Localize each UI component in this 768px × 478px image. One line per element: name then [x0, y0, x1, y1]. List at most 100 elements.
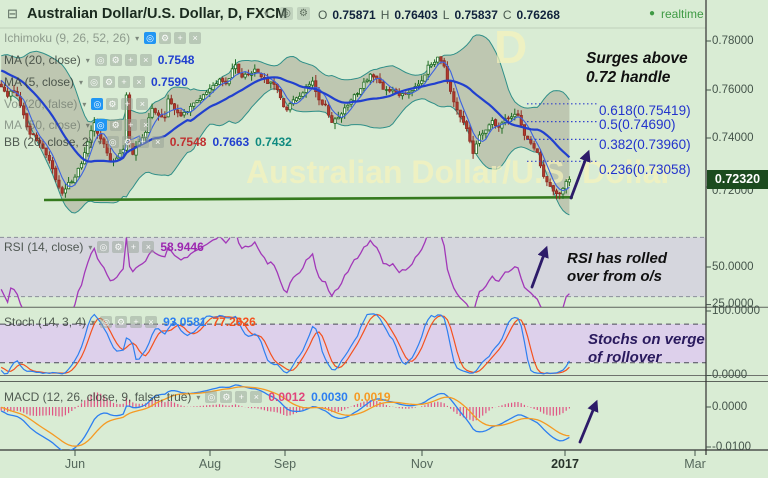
close-icon[interactable]: × [189, 32, 202, 44]
gear-icon[interactable]: ⚙ [103, 76, 116, 88]
indicator-value: 0.7590 [151, 75, 188, 89]
ohlc-readout: O 0.75871 H 0.76403 L 0.75837 C 0.76268 [318, 8, 560, 22]
symbol-title[interactable]: Australian Dollar/U.S. Dollar, D, FXCM [27, 6, 288, 22]
indicator-row-ma20[interactable]: MA (20, close) ▾ ◎ ⚙ + × 0.7548 [4, 53, 194, 67]
chevron-down-icon[interactable]: ▾ [82, 99, 87, 109]
annotation-line: Stochs on verge [588, 331, 705, 348]
indicator-label[interactable]: RSI (14, close) [4, 240, 84, 254]
indicator-row-volume[interactable]: Vol (20, false) ▾ ◎ ⚙ + × [4, 97, 149, 111]
eye-icon[interactable]: ◎ [97, 241, 110, 253]
price-tick-label: 0.74000 [712, 132, 754, 144]
gear-icon[interactable]: ⚙ [112, 241, 125, 253]
add-icon[interactable]: + [121, 98, 134, 110]
indicator-label[interactable]: MA (20, close) [4, 53, 81, 67]
chevron-down-icon[interactable]: ▾ [79, 77, 84, 87]
chevron-down-icon[interactable]: ▾ [85, 120, 90, 130]
gear-icon[interactable]: ⚙ [297, 7, 310, 20]
annotation-line: RSI has rolled [567, 250, 668, 267]
close-icon[interactable]: × [250, 391, 263, 403]
close-icon[interactable]: × [139, 119, 152, 131]
stoch-k-value: 93.0581 [163, 315, 207, 329]
chevron-down-icon[interactable]: ▾ [135, 33, 140, 43]
up-arrow-macd[interactable] [578, 399, 599, 444]
indicator-label[interactable]: Vol (20, false) [4, 97, 78, 111]
eye-icon[interactable]: ◎ [205, 391, 218, 403]
open-value: 0.75871 [332, 8, 376, 22]
close-icon[interactable]: × [151, 136, 164, 148]
chevron-down-icon[interactable]: ▾ [264, 9, 269, 19]
eye-icon[interactable]: ◎ [100, 316, 113, 328]
stoch-tick-label: 100.0000 [712, 305, 760, 317]
gear-icon[interactable]: ⚙ [109, 119, 122, 131]
indicator-row-rsi[interactable]: RSI (14, close) ▾ ◎ ⚙ + × 58.9446 [4, 240, 204, 254]
indicator-label[interactable]: Ichimoku (9, 26, 52, 26) [4, 31, 131, 45]
add-icon[interactable]: + [136, 136, 149, 148]
eye-icon[interactable]: ◎ [94, 54, 107, 66]
eye-icon[interactable]: ◎ [144, 32, 157, 44]
chevron-down-icon[interactable]: ▾ [97, 137, 102, 147]
add-icon[interactable]: + [118, 76, 131, 88]
time-tick-label-year: 2017 [551, 457, 579, 471]
time-tick-label: Jun [64, 457, 86, 471]
annotation-line: 0.72 handle [586, 68, 671, 86]
close-icon[interactable]: × [142, 241, 155, 253]
indicator-row-ma50[interactable]: MA (50, close) ▾ ◎ ⚙ + × [4, 118, 152, 132]
indicator-label[interactable]: Stoch (14, 3, 4) [4, 315, 87, 329]
up-arrow-main[interactable] [569, 149, 591, 200]
time-tick-label: Aug [198, 457, 222, 471]
add-icon[interactable]: + [174, 32, 187, 44]
eye-icon[interactable]: ◎ [106, 136, 119, 148]
indicator-row-ichimoku[interactable]: Ichimoku (9, 26, 52, 26) ▾ ◎ ⚙ + × [4, 31, 202, 45]
close-icon[interactable]: × [133, 76, 146, 88]
add-icon[interactable]: + [130, 316, 143, 328]
add-icon[interactable]: + [124, 54, 137, 66]
gear-icon[interactable]: ⚙ [220, 391, 233, 403]
chevron-down-icon[interactable]: ▾ [196, 392, 201, 402]
gear-icon[interactable]: ⚙ [109, 54, 122, 66]
indicator-label[interactable]: BB (20, close, 2) [4, 135, 93, 149]
close-icon[interactable]: × [145, 316, 158, 328]
low-value: 0.75837 [454, 8, 498, 22]
add-icon[interactable]: + [124, 119, 137, 131]
fib-level-0618[interactable]: 0.618(0.75419) [599, 103, 691, 118]
indicator-label[interactable]: MA (5, close) [4, 75, 75, 89]
eye-icon[interactable]: ◎ [280, 7, 293, 20]
add-icon[interactable]: + [127, 241, 140, 253]
gear-icon[interactable]: ⚙ [106, 98, 119, 110]
stoch-tick-label: 0.0000 [712, 369, 748, 381]
drawn-arrows[interactable] [530, 149, 599, 444]
indicator-row-bb[interactable]: BB (20, close, 2) ▾ ◎ ⚙ + × 0.7548 0.766… [4, 135, 292, 149]
fib-level-0382[interactable]: 0.382(0.73960) [599, 137, 691, 152]
fib-level-05[interactable]: 0.5(0.74690) [599, 117, 676, 132]
chevron-down-icon[interactable]: ▾ [91, 317, 96, 327]
indicator-label[interactable]: MACD (12, 26, close, 9, false, true) [4, 390, 192, 404]
indicator-row-ma5[interactable]: MA (5, close) ▾ ◎ ⚙ + × 0.7590 [4, 75, 188, 89]
up-arrow-rsi[interactable] [530, 245, 549, 289]
annotation-line: over from o/s [567, 268, 663, 286]
rsi-series [0, 237, 570, 307]
annotation-surges[interactable]: Surges above 0.72 handle [586, 50, 688, 88]
gear-icon[interactable]: ⚙ [159, 32, 172, 44]
close-label: C [502, 8, 512, 22]
close-icon[interactable]: × [139, 54, 152, 66]
annotation-stoch[interactable]: Stochs on verge of rollover [588, 331, 705, 368]
gear-icon[interactable]: ⚙ [121, 136, 134, 148]
indicator-row-macd[interactable]: MACD (12, 26, close, 9, false, true) ▾ ◎… [4, 390, 391, 404]
eye-icon[interactable]: ◎ [91, 98, 104, 110]
eye-icon[interactable]: ◎ [88, 76, 101, 88]
eye-icon[interactable]: ◎ [94, 119, 107, 131]
macd-tick-label: 0.0000 [712, 401, 748, 413]
gear-icon[interactable]: ⚙ [115, 316, 128, 328]
indicator-label[interactable]: MA (50, close) [4, 118, 81, 132]
annotation-rsi[interactable]: RSI has rolled over from o/s [567, 250, 667, 287]
macd-hist-value: 0.0012 [268, 390, 306, 404]
close-icon[interactable]: × [136, 98, 149, 110]
chevron-down-icon[interactable]: ▾ [85, 55, 90, 65]
collapse-pane-icon[interactable]: ⊟ [7, 6, 18, 21]
chevron-down-icon[interactable]: ▾ [88, 242, 93, 252]
fib-level-0236[interactable]: 0.236(0.73058) [599, 162, 691, 177]
indicator-row-stoch[interactable]: Stoch (14, 3, 4) ▾ ◎ ⚙ + × 93.0581 77.26… [4, 315, 256, 329]
add-icon[interactable]: + [235, 391, 248, 403]
